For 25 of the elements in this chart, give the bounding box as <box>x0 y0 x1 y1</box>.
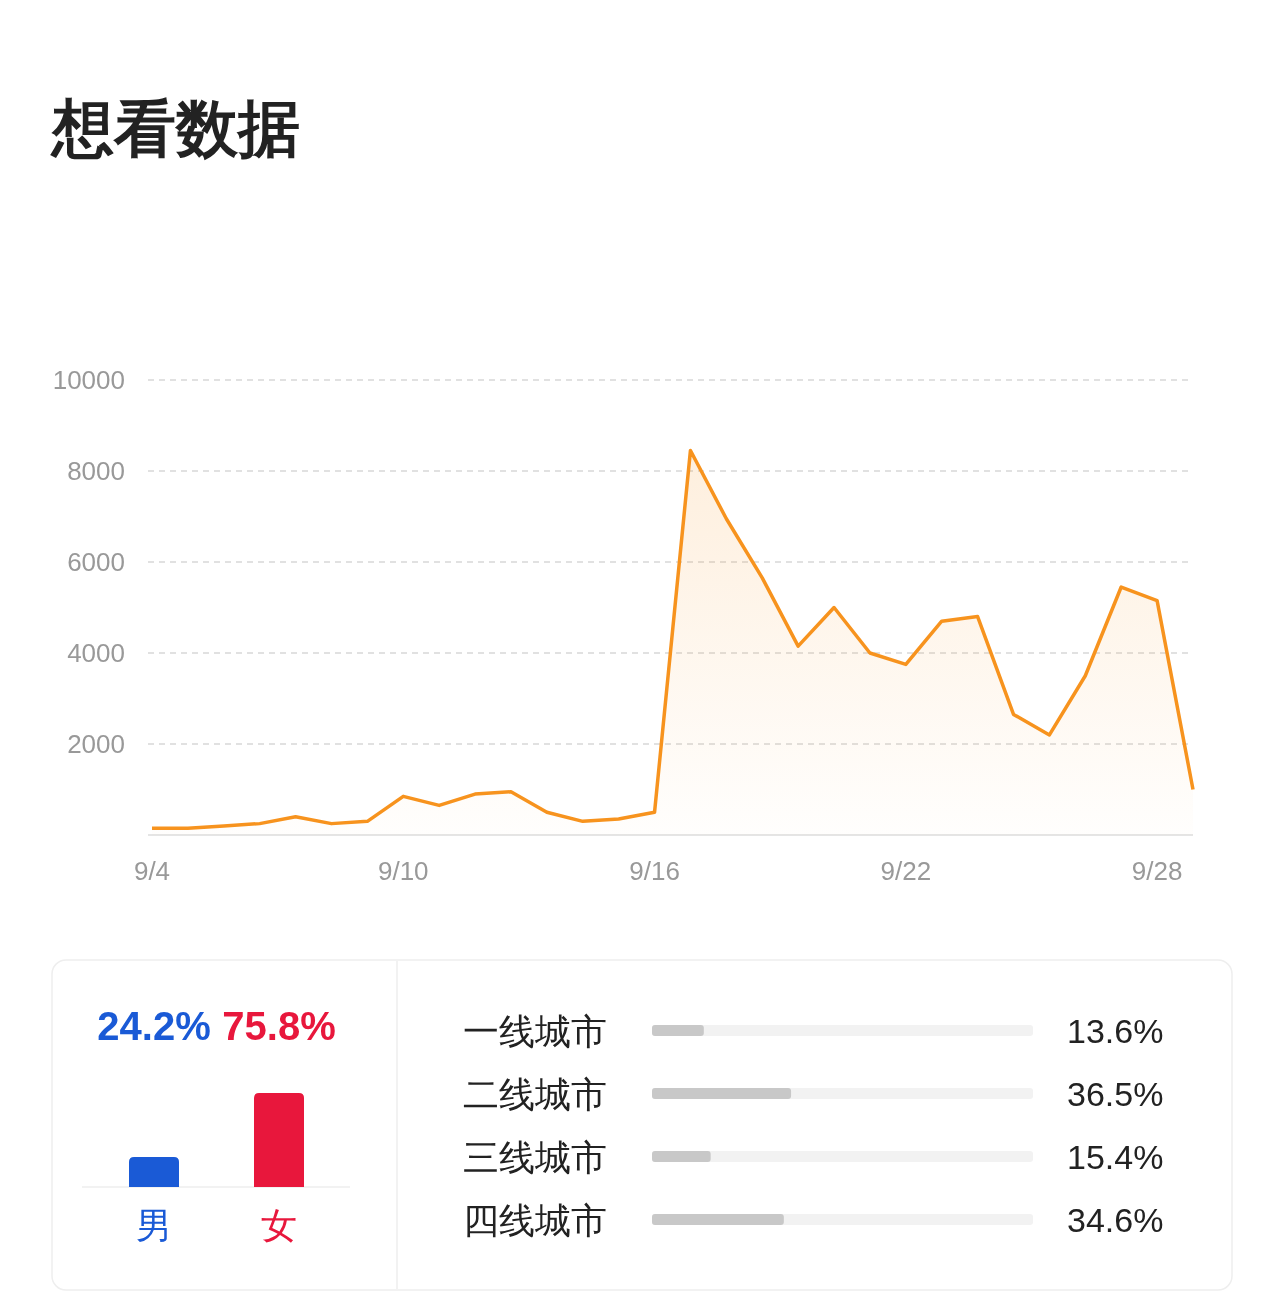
bar <box>652 1151 711 1162</box>
x-tick-label: 9/10 <box>377 856 429 886</box>
x-tick-label: 9/16 <box>629 856 680 886</box>
data-label: 34.6% <box>1067 1201 1164 1239</box>
y-tick-label: 4000 <box>67 638 125 668</box>
x-tick-label: 9/28 <box>1131 856 1183 886</box>
data-label: 15.4% <box>1067 1138 1164 1176</box>
y-tick-label: 6000 <box>67 547 125 577</box>
x-tick-label: 9/4 <box>133 856 171 886</box>
y-tick-label: 四线城市 <box>463 1200 607 1241</box>
x-tick-label: 男 <box>136 1205 172 1246</box>
data-label: 75.8% <box>222 1004 336 1048</box>
y-tick-label: 10000 <box>52 365 125 395</box>
x-tick-label: 9/22 <box>880 856 932 886</box>
bar <box>652 1025 704 1036</box>
y-tick-label: 三线城市 <box>463 1137 607 1178</box>
data-label: 24.2% <box>97 1004 211 1048</box>
data-label: 13.6% <box>1067 1012 1164 1050</box>
y-tick-label: 一线城市 <box>463 1011 607 1052</box>
y-tick-label: 二线城市 <box>463 1074 607 1115</box>
data-label: 36.5% <box>1067 1075 1164 1113</box>
chart-title: 想看数据 <box>50 94 300 163</box>
y-tick-label: 2000 <box>67 729 125 759</box>
x-tick-label: 女 <box>261 1205 297 1246</box>
y-tick-label: 8000 <box>67 456 125 486</box>
